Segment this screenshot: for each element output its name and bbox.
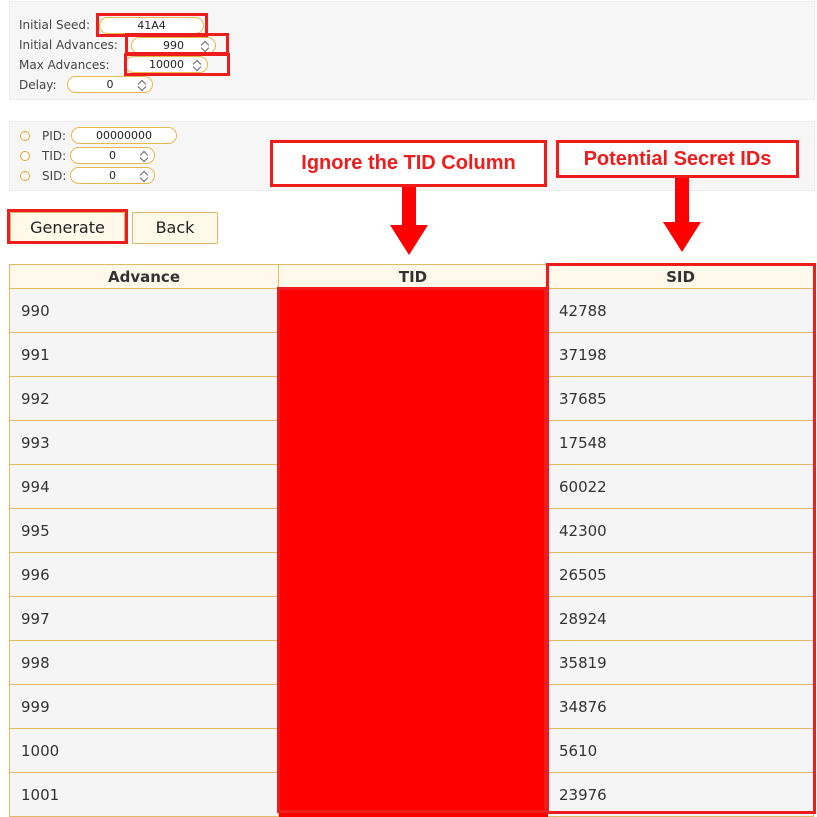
tid-cell-redacted (278, 332, 548, 377)
tid-cell-redacted (278, 640, 548, 685)
max-advances-input[interactable]: 10000 (125, 56, 208, 73)
tid-cell-redacted (278, 508, 548, 553)
pid-input[interactable]: 00000000 (71, 127, 177, 144)
table-row[interactable]: 998 35819 (9, 640, 814, 685)
sid-cell: 42788 (547, 288, 814, 333)
advance-cell: 996 (9, 552, 279, 597)
sid-cell: 35819 (547, 640, 814, 685)
secret-ids-callout: Potential Secret IDs (556, 140, 799, 178)
tid-cell-redacted (278, 420, 548, 465)
table-row[interactable]: 993 17548 (9, 420, 814, 465)
secret-ids-arrow-shaft (675, 178, 689, 224)
delay-value: 0 (106, 78, 114, 91)
tid-cell-redacted (278, 684, 548, 729)
tid-cell-redacted (278, 288, 548, 333)
initial-seed-label: Initial Seed: (19, 18, 91, 32)
sid-cell: 23976 (547, 772, 814, 817)
tid-label: TID: (42, 149, 67, 163)
advance-cell: 1001 (9, 772, 279, 817)
delay-spinner-icon[interactable] (137, 78, 147, 92)
tid-spinner-icon[interactable] (139, 149, 149, 163)
pid-value: 00000000 (96, 129, 152, 142)
initial-advances-input[interactable]: 990 (131, 37, 216, 54)
tid-input[interactable]: 0 (70, 147, 155, 164)
back-button[interactable]: Back (132, 212, 218, 244)
sid-cell: 28924 (547, 596, 814, 641)
pid-label: PID: (42, 129, 67, 143)
table-row[interactable]: 996 26505 (9, 552, 814, 597)
table-header-row: Advance TID SID (9, 264, 814, 289)
table-row[interactable]: 992 37685 (9, 376, 814, 421)
table-row[interactable]: 997 28924 (9, 596, 814, 641)
tid-value: 0 (109, 149, 116, 162)
tid-cell-redacted (278, 596, 548, 641)
sid-cell: 37685 (547, 376, 814, 421)
sid-cell: 42300 (547, 508, 814, 553)
sid-cell: 60022 (547, 464, 814, 509)
tid-radio[interactable] (20, 151, 30, 161)
sid-spinner-icon[interactable] (139, 169, 149, 183)
sid-cell: 26505 (547, 552, 814, 597)
pid-radio[interactable] (20, 131, 30, 141)
advance-cell: 999 (9, 684, 279, 729)
delay-label: Delay: (19, 78, 57, 92)
advance-cell: 991 (9, 332, 279, 377)
tid-cell-redacted (278, 772, 548, 817)
ignore-tid-callout: Ignore the TID Column (270, 140, 547, 187)
tid-cell-redacted (278, 464, 548, 509)
advance-cell: 995 (9, 508, 279, 553)
advance-cell: 997 (9, 596, 279, 641)
advance-cell: 990 (9, 288, 279, 333)
advance-cell: 1000 (9, 728, 279, 773)
secret-ids-arrow-icon (663, 222, 701, 252)
column-header-tid[interactable]: TID (278, 264, 548, 289)
sid-value: 0 (109, 169, 116, 182)
sid-cell: 17548 (547, 420, 814, 465)
max-advances-spinner-icon[interactable] (192, 58, 202, 72)
ignore-tid-arrow-shaft (402, 187, 416, 227)
tid-cell-redacted (278, 376, 548, 421)
advance-cell: 998 (9, 640, 279, 685)
column-header-advance[interactable]: Advance (9, 264, 279, 289)
advance-cell: 993 (9, 420, 279, 465)
results-table: Advance TID SID 990 42788 991 37198 992 376… (9, 264, 814, 817)
tid-cell-redacted (278, 552, 548, 597)
delay-input[interactable]: 0 (67, 76, 153, 93)
generate-button[interactable]: Generate (10, 212, 125, 244)
advance-cell: 992 (9, 376, 279, 421)
table-row[interactable]: 990 42788 (9, 288, 814, 333)
ignore-tid-arrow-icon (390, 225, 428, 255)
table-row[interactable]: 999 34876 (9, 684, 814, 729)
initial-advances-label: Initial Advances: (19, 38, 118, 52)
table-row[interactable]: 1000 5610 (9, 728, 814, 773)
table-row[interactable]: 995 42300 (9, 508, 814, 553)
tid-cell-redacted (278, 728, 548, 773)
max-advances-label: Max Advances: (19, 58, 110, 72)
column-header-sid[interactable]: SID (547, 264, 814, 289)
initial-seed-input[interactable]: 41A4 (99, 17, 204, 34)
sid-label: SID: (42, 169, 67, 183)
table-row[interactable]: 991 37198 (9, 332, 814, 377)
max-advances-value: 10000 (149, 58, 184, 71)
sid-cell: 34876 (547, 684, 814, 729)
advance-cell: 994 (9, 464, 279, 509)
sid-cell: 5610 (547, 728, 814, 773)
table-row[interactable]: 1001 23976 (9, 772, 814, 817)
sid-radio[interactable] (20, 171, 30, 181)
initial-advances-spinner-icon[interactable] (200, 39, 210, 53)
table-row[interactable]: 994 60022 (9, 464, 814, 509)
sid-cell: 37198 (547, 332, 814, 377)
sid-input[interactable]: 0 (70, 167, 155, 184)
initial-seed-value: 41A4 (137, 19, 166, 32)
initial-advances-value: 990 (163, 39, 184, 52)
